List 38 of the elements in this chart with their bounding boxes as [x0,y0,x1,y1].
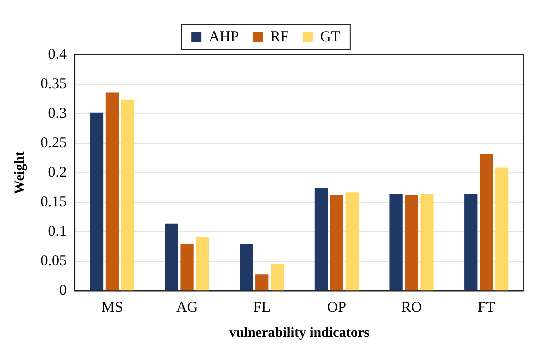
x-tick-label: FL [253,300,271,316]
bar [405,194,418,291]
bar [464,194,478,291]
y-tick-label: 0.3 [48,106,68,122]
x-tick-label: FT [478,300,496,316]
bar [330,194,344,291]
bar [480,154,494,291]
x-tick-label: OP [327,300,347,316]
bar [271,264,284,291]
bar [346,192,359,291]
bar [165,224,178,291]
y-tick-label: 0.2 [48,165,68,182]
legend-label: AHP [209,29,240,46]
x-tick-label: AG [176,300,198,316]
x-tick-label: MS [102,300,124,316]
y-tick-label: 0 [60,283,68,300]
bar [420,194,434,291]
bar [256,274,269,291]
bar [196,237,210,291]
y-tick-label: 0.15 [40,194,68,211]
legend-label: RF [270,29,289,46]
y-tick-label: 0.1 [48,224,68,240]
bar [121,100,134,291]
x-axis-title: vulnerability indicators [229,326,370,342]
y-tick-label: 0.35 [40,76,68,92]
bar [106,92,120,291]
bar [495,168,509,291]
legend-label: GT [320,29,340,46]
bar [314,188,328,291]
y-axis-title: Weight [13,151,28,194]
y-tick-label: 0.05 [40,254,68,270]
bar [180,244,194,291]
y-tick-label: 0.4 [48,46,68,63]
bar [390,194,403,291]
y-tick-label: 0.25 [40,136,68,152]
x-tick-label: RO [401,300,422,316]
bar [90,112,104,291]
bar [240,244,254,291]
